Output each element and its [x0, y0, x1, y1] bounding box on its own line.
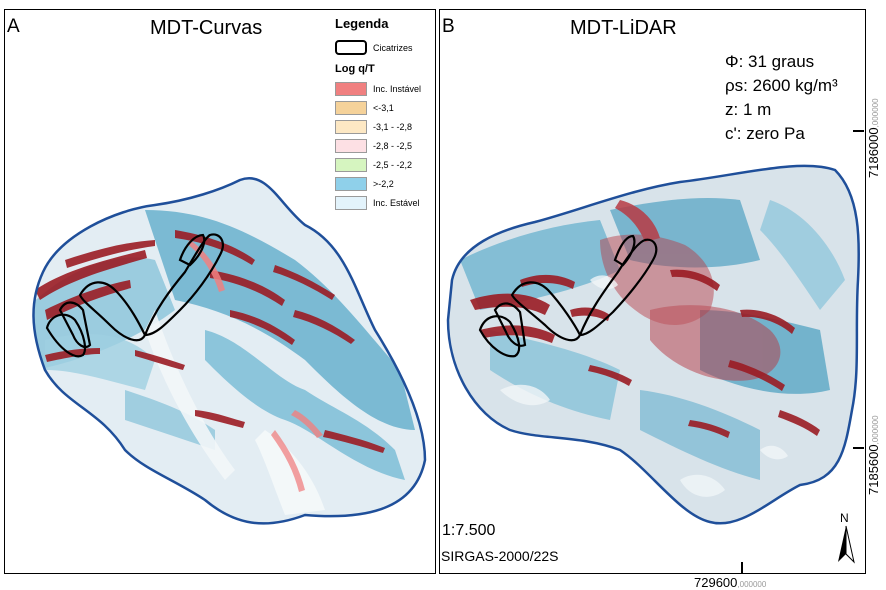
- crs-label: SIRGAS-2000/22S: [441, 548, 559, 564]
- legend-class-title: Log q/T: [335, 63, 375, 75]
- northing-bottom-label: 7185600,000000: [866, 415, 881, 495]
- legend-swatch: [335, 176, 367, 191]
- grid-tick: [741, 562, 743, 574]
- easting-decimals: ,000000: [737, 580, 767, 589]
- legend-scar-row: Cicatrizes: [335, 38, 435, 57]
- scale-label: 1:7.500: [442, 522, 496, 539]
- north-arrow: N: [834, 510, 858, 573]
- legend-swatch: [335, 138, 367, 153]
- northing-top-value: 7186000: [866, 127, 881, 178]
- northing-bottom-value: 7185600: [866, 444, 881, 495]
- legend-class-label: -2,5 - -2,2: [373, 159, 413, 170]
- map-a-canvas: [32, 177, 427, 525]
- legend-class-label: >-2,2: [373, 178, 394, 189]
- easting-value: 729600: [694, 575, 738, 590]
- legend-class-row: >-2,2: [335, 174, 435, 193]
- grid-tick: [853, 447, 864, 449]
- northing-bottom-decimals: ,000000: [871, 415, 880, 445]
- north-label: N: [840, 511, 849, 525]
- legend-class-row: -2,8 - -2,5: [335, 136, 435, 155]
- legend-swatch: [335, 157, 367, 172]
- param-c: c': zero Pa: [725, 124, 805, 143]
- map-b-canvas: [446, 164, 861, 525]
- param-z: z: 1 m: [725, 100, 772, 119]
- grid-tick: [853, 130, 864, 132]
- legend-swatch: [335, 195, 367, 210]
- scars-a: [45, 233, 224, 358]
- param-phi: Φ: 31 graus: [725, 52, 815, 71]
- scars-b: [478, 234, 658, 358]
- legend-class-label: Inc. Instável: [373, 83, 422, 94]
- legend-scar-label: Cicatrizes: [373, 42, 413, 53]
- legend-swatch: [335, 100, 367, 115]
- north-arrow-icon: N: [838, 511, 855, 564]
- legend-class-label: <-3,1: [373, 102, 394, 113]
- legend: Legenda Cicatrizes Log q/T Inc. Instável…: [335, 16, 435, 212]
- northing-top-decimals: ,000000: [871, 98, 880, 128]
- legend-class-row: -3,1 - -2,8: [335, 117, 435, 136]
- legend-class-row: -2,5 - -2,2: [335, 155, 435, 174]
- map-b-terrain: [448, 165, 859, 524]
- easting-label: 729600,000000: [694, 575, 766, 590]
- panel-b-title: MDT-LiDAR: [570, 17, 677, 39]
- panel-a-title: MDT-Curvas: [150, 17, 263, 39]
- map-panel-b: B MDT-LiDAR Φ: 31 graus ρs: 2600 kg/m³ z…: [439, 9, 866, 574]
- legend-swatch: [335, 81, 367, 96]
- legend-class-label: -2,8 - -2,5: [373, 140, 413, 151]
- legend-class-label: Inc. Estável: [373, 197, 420, 208]
- legend-class-label: -3,1 - -2,8: [373, 121, 413, 132]
- scar-symbol: [335, 40, 367, 55]
- panel-a-letter: A: [7, 16, 20, 37]
- legend-class-row: <-3,1: [335, 98, 435, 117]
- northing-top-label: 7186000,000000: [866, 98, 881, 178]
- legend-title: Legenda: [335, 16, 389, 31]
- legend-class-row: Inc. Instável: [335, 79, 435, 98]
- map-panel-a: A MDT-Curvas Legenda Cicatrizes Log q/T …: [4, 9, 436, 574]
- panel-b-letter: B: [442, 16, 455, 37]
- map-a-terrain: [33, 178, 425, 524]
- param-rho: ρs: 2600 kg/m³: [725, 76, 838, 95]
- legend-swatch: [335, 119, 367, 134]
- study-area-outline-b: [446, 164, 861, 525]
- model-parameters: Φ: 31 graus ρs: 2600 kg/m³ z: 1 m c': ze…: [725, 50, 838, 146]
- study-area-outline-a: [32, 177, 427, 525]
- legend-class-row: Inc. Estável: [335, 193, 435, 212]
